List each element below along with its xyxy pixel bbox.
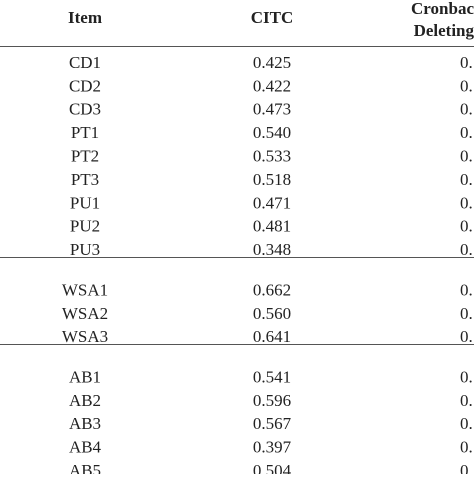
citc-cell: 0.504 — [253, 461, 292, 474]
third-cell: 0. — [460, 100, 473, 119]
citc-cell: 0.473 — [253, 100, 291, 119]
item-cell: WSA3 — [62, 327, 108, 346]
third-cell: 0. — [460, 147, 473, 166]
third-cell: 0. — [460, 53, 473, 72]
item-cell: AB2 — [69, 391, 101, 410]
item-cell: PT1 — [71, 123, 99, 142]
citc-cell: 0.567 — [253, 414, 292, 433]
header-item: Item — [68, 8, 102, 27]
item-cell: PT2 — [71, 147, 99, 166]
header-citc: CITC — [251, 8, 294, 27]
item-cell: AB3 — [69, 414, 101, 433]
header-third: Deleting — [414, 21, 474, 40]
citc-cell: 0.471 — [253, 193, 291, 212]
third-cell: 0. — [460, 217, 473, 236]
citc-cell: 0.641 — [253, 327, 291, 346]
third-cell: 0. — [460, 170, 473, 189]
item-cell: WSA1 — [62, 280, 108, 299]
citc-cell: 0.481 — [253, 217, 291, 236]
item-cell: PT3 — [71, 170, 99, 189]
citc-cell: 0.422 — [253, 76, 291, 95]
third-cell: 0. — [460, 193, 473, 212]
item-cell: AB4 — [69, 438, 102, 457]
citc-cell: 0.541 — [253, 367, 291, 386]
third-cell: 0. — [460, 240, 473, 259]
item-cell: PU1 — [70, 193, 100, 212]
item-cell: PU3 — [70, 240, 100, 259]
third-cell: 0. — [460, 327, 473, 346]
third-cell: 0. — [460, 461, 473, 474]
citc-cell: 0.533 — [253, 147, 291, 166]
citc-cell: 0.518 — [253, 170, 291, 189]
third-cell: 0. — [460, 123, 473, 142]
third-cell: 0. — [460, 414, 473, 433]
third-cell: 0. — [460, 391, 473, 410]
item-cell: CD1 — [69, 53, 101, 72]
citc-cell: 0.425 — [253, 53, 291, 72]
third-cell: 0. — [460, 280, 473, 299]
third-cell: 0. — [460, 367, 473, 386]
citc-cell: 0.348 — [253, 240, 291, 259]
citc-cell: 0.540 — [253, 123, 291, 142]
citc-cell: 0.662 — [253, 280, 291, 299]
third-cell: 0. — [460, 304, 473, 323]
header-third: Cronbac — [411, 0, 474, 18]
item-cell: CD2 — [69, 76, 101, 95]
item-cell: AB5 — [69, 461, 101, 474]
citc-cell: 0.560 — [253, 304, 291, 323]
citc-cell: 0.596 — [253, 391, 291, 410]
item-cell: WSA2 — [62, 304, 108, 323]
third-cell: 0. — [460, 438, 473, 457]
item-cell: CD3 — [69, 100, 101, 119]
citc-cell: 0.397 — [253, 438, 292, 457]
third-cell: 0. — [460, 76, 473, 95]
item-cell: AB1 — [69, 367, 101, 386]
item-cell: PU2 — [70, 217, 100, 236]
